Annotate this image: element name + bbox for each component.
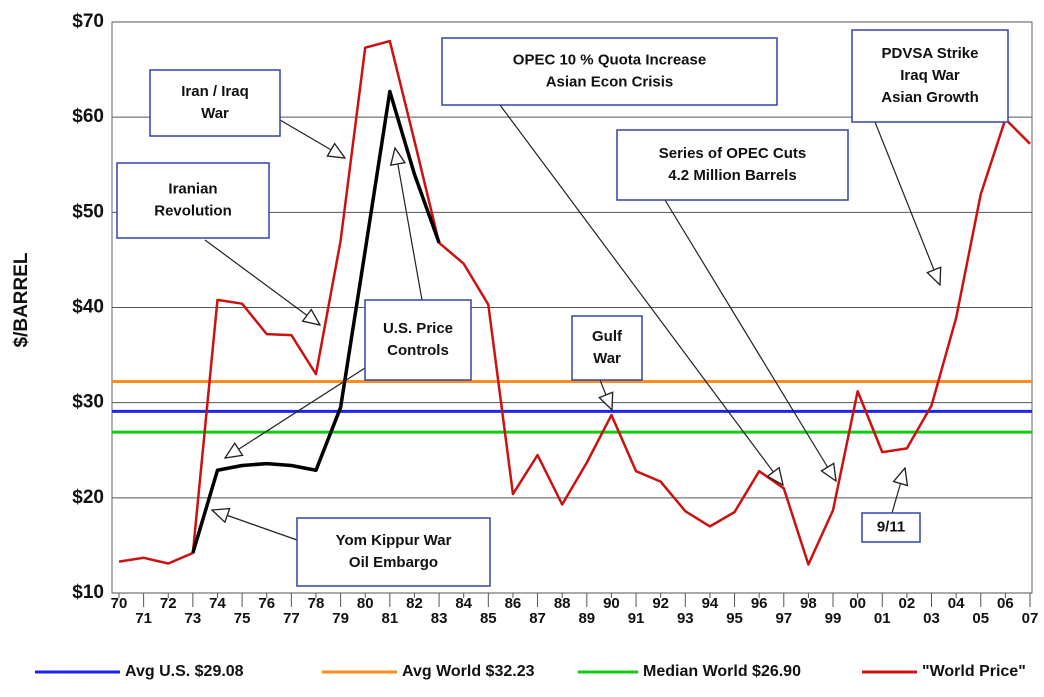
x-tick-label: 07 bbox=[1022, 610, 1039, 627]
annotation-arrow bbox=[499, 104, 783, 485]
price-line bbox=[191, 89, 441, 554]
annotation-text: War bbox=[201, 105, 229, 122]
x-tick-label: 05 bbox=[972, 610, 989, 627]
x-tick-label: 82 bbox=[406, 595, 423, 612]
x-tick-label: 72 bbox=[160, 595, 177, 612]
x-tick-label: 91 bbox=[628, 610, 645, 627]
x-tick-label: 78 bbox=[308, 595, 325, 612]
annotation-box bbox=[861, 512, 921, 543]
annotation-text: OPEC 10 % Quota Increase bbox=[513, 51, 706, 68]
x-tick-label: 80 bbox=[357, 595, 374, 612]
annotation-box bbox=[616, 129, 849, 201]
annotation-arrow bbox=[225, 367, 366, 458]
x-tick-label: 81 bbox=[381, 610, 398, 627]
y-tick-label: $40 bbox=[72, 297, 104, 318]
x-tick-label: 74 bbox=[209, 595, 226, 612]
annotation-arrow bbox=[395, 148, 423, 301]
x-tick-label: 90 bbox=[603, 595, 620, 612]
x-tick-label: 00 bbox=[849, 595, 866, 612]
annotation-box bbox=[296, 517, 491, 587]
annotation-arrow bbox=[212, 510, 298, 541]
annotation-arrow bbox=[664, 199, 836, 481]
x-tick-label: 95 bbox=[726, 610, 743, 627]
x-tick-label: 70 bbox=[111, 595, 128, 612]
x-tick-label: 73 bbox=[185, 610, 202, 627]
annotation-arrow bbox=[600, 379, 612, 410]
x-tick-label: 83 bbox=[431, 610, 448, 627]
x-tick-label: 79 bbox=[332, 610, 349, 627]
x-tick-label: 85 bbox=[480, 610, 497, 627]
price-line bbox=[118, 39, 1031, 566]
annotation-text: U.S. Price bbox=[383, 320, 453, 337]
annotation-box bbox=[364, 299, 472, 381]
x-tick-label: 71 bbox=[135, 610, 152, 627]
y-tick-label: $70 bbox=[72, 11, 104, 32]
x-tick-label: 92 bbox=[652, 595, 669, 612]
x-tick-label: 77 bbox=[283, 610, 300, 627]
y-tick-label: $50 bbox=[72, 201, 104, 222]
x-tick-label: 04 bbox=[948, 595, 965, 612]
y-tick-label: $60 bbox=[72, 106, 104, 127]
x-tick-label: 98 bbox=[800, 595, 817, 612]
x-tick-label: 99 bbox=[825, 610, 842, 627]
x-tick-label: 97 bbox=[775, 610, 792, 627]
x-tick-label: 01 bbox=[874, 610, 891, 627]
x-tick-label: 86 bbox=[505, 595, 522, 612]
annotation-text: Asian Econ Crisis bbox=[546, 73, 674, 90]
annotation-text: Oil Embargo bbox=[349, 554, 438, 571]
annotation-arrow bbox=[204, 239, 320, 325]
x-tick-label: 84 bbox=[455, 595, 472, 612]
legend-label: Median World $26.90 bbox=[643, 663, 801, 680]
y-tick-label: $10 bbox=[72, 582, 104, 603]
x-tick-label: 89 bbox=[578, 610, 595, 627]
x-tick-label: 94 bbox=[702, 595, 719, 612]
annotation-text: 4.2 Million Barrels bbox=[668, 167, 796, 184]
annotation-arrow bbox=[279, 119, 345, 158]
legend-label: "World Price" bbox=[922, 663, 1026, 680]
annotation-text: Gulf bbox=[592, 328, 623, 345]
legend-label: Avg World $32.23 bbox=[402, 663, 535, 680]
annotation-arrow bbox=[874, 121, 940, 285]
x-tick-label: 96 bbox=[751, 595, 768, 612]
annotation-box bbox=[116, 162, 270, 239]
annotation-box bbox=[571, 315, 643, 381]
annotation-text: Iraq War bbox=[900, 67, 960, 84]
annotation-text: Asian Growth bbox=[881, 89, 979, 106]
y-tick-label: $20 bbox=[72, 487, 104, 508]
y-axis-label: $/BARREL bbox=[11, 252, 32, 347]
annotation-text: Iranian bbox=[168, 180, 217, 197]
y-tick-label: $30 bbox=[72, 392, 104, 413]
annotation-text: War bbox=[593, 350, 621, 367]
x-tick-label: 88 bbox=[554, 595, 571, 612]
annotation-text: Controls bbox=[387, 342, 449, 359]
annotation-text: Iran / Iraq bbox=[181, 83, 249, 100]
annotation-text: PDVSA Strike bbox=[882, 45, 979, 62]
annotation-box bbox=[441, 37, 778, 106]
annotation-box bbox=[149, 69, 281, 137]
x-tick-label: 02 bbox=[899, 595, 916, 612]
legend-label: Avg U.S. $29.08 bbox=[125, 663, 244, 680]
x-tick-label: 93 bbox=[677, 610, 694, 627]
x-tick-label: 87 bbox=[529, 610, 546, 627]
annotation-arrow bbox=[891, 468, 905, 514]
annotation-text: Yom Kippur War bbox=[336, 532, 452, 549]
annotation-text: Series of OPEC Cuts bbox=[659, 145, 807, 162]
x-tick-label: 03 bbox=[923, 610, 940, 627]
x-tick-label: 76 bbox=[258, 595, 275, 612]
x-tick-label: 06 bbox=[997, 595, 1014, 612]
x-tick-label: 75 bbox=[234, 610, 251, 627]
annotation-box bbox=[851, 29, 1009, 123]
annotation-text: 9/11 bbox=[877, 518, 905, 535]
annotation-text: Revolution bbox=[154, 202, 232, 219]
